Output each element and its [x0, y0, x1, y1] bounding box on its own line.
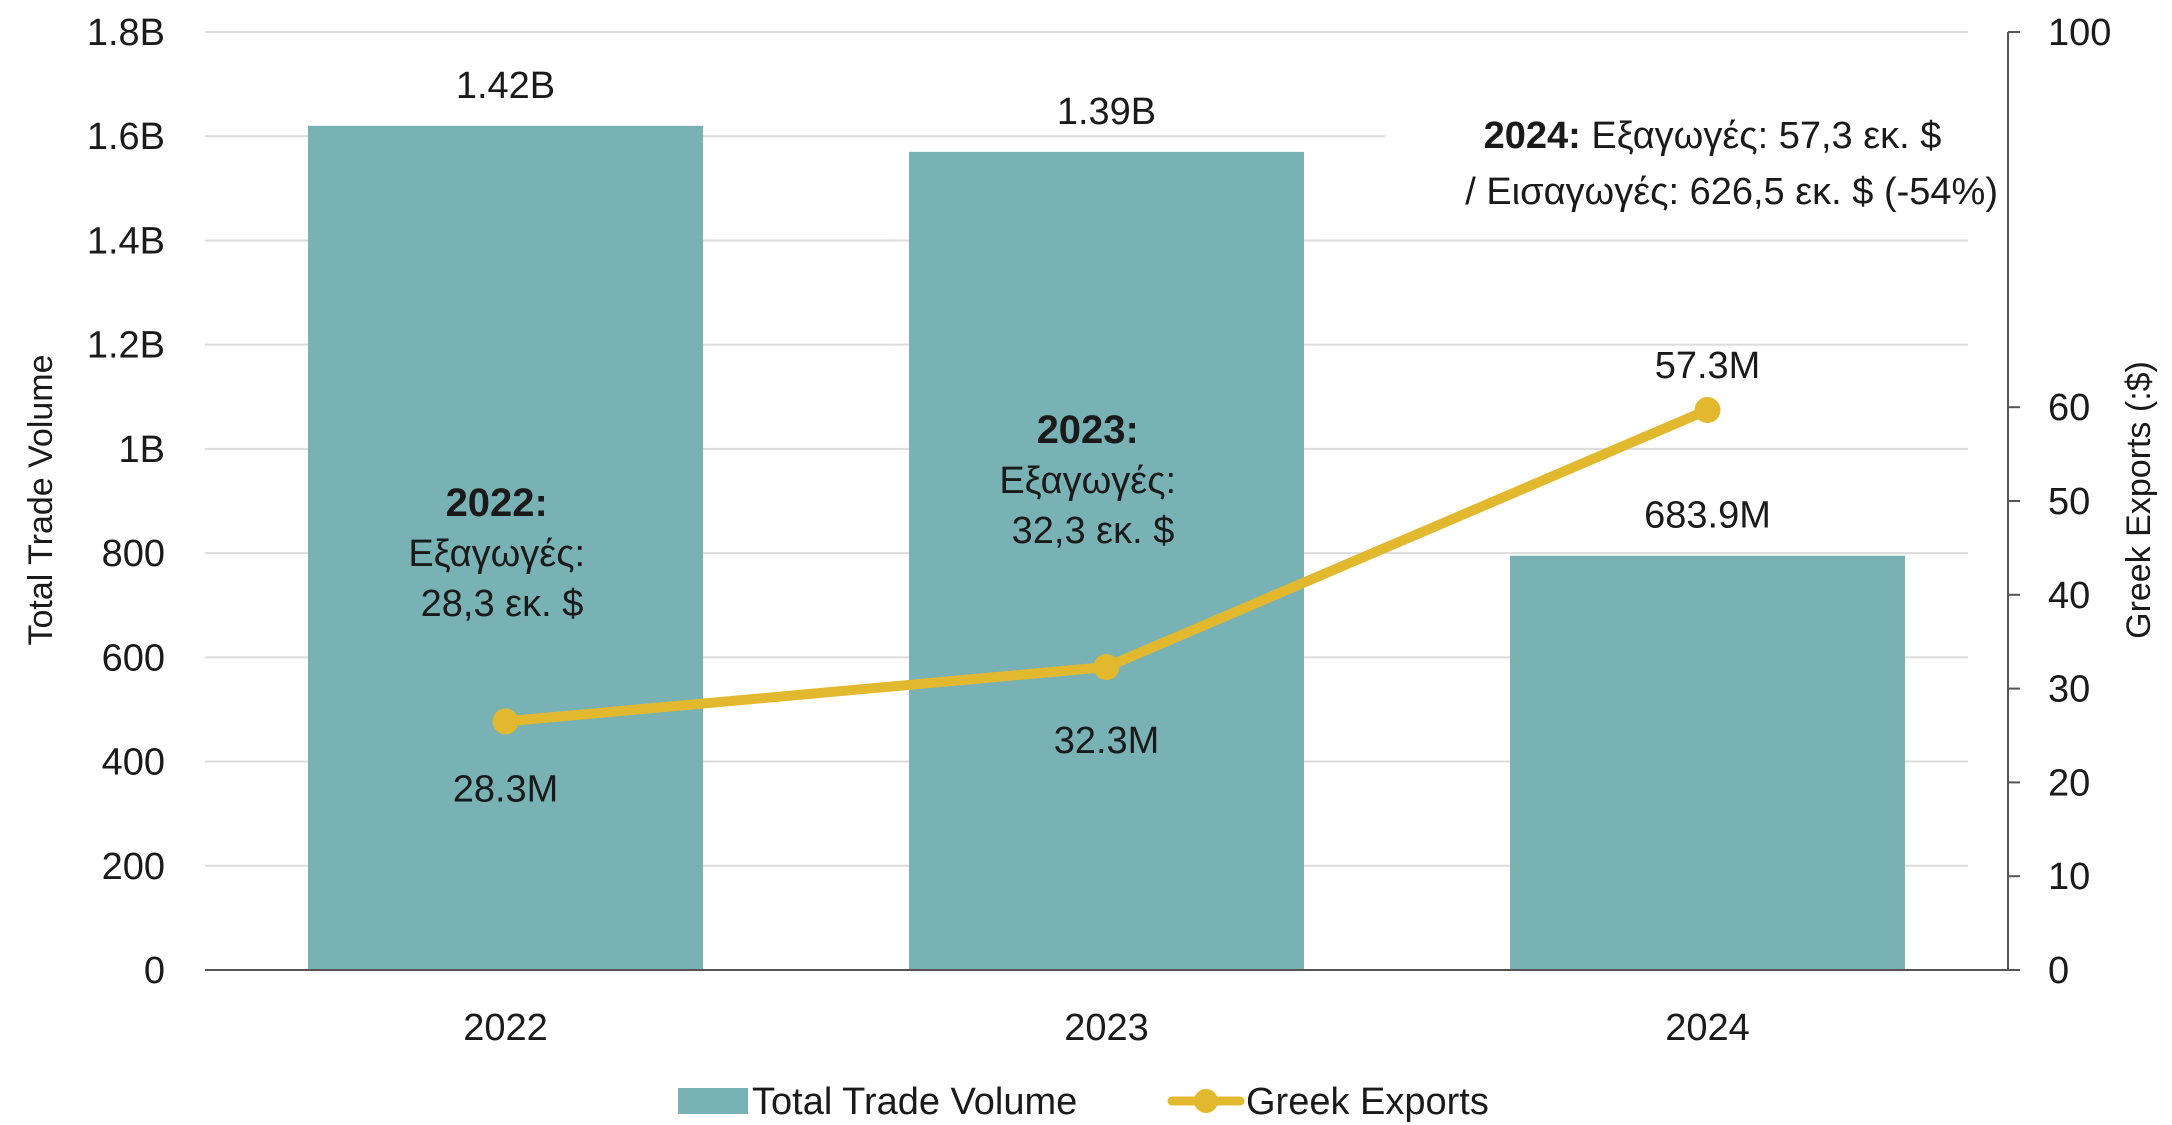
x-tick-label: 2023: [1064, 1007, 1149, 1049]
y-left-tick-label: 400: [102, 742, 165, 784]
line-value-label: 32.3M: [1054, 720, 1160, 762]
legend-swatch-total-trade-volume: [678, 1088, 748, 1114]
y-right-tick-label: 40: [2048, 575, 2090, 617]
y-left-tick-label: 800: [102, 533, 165, 575]
bar-value-label: 683.9M: [1644, 495, 1771, 537]
y-right-tick-label: 30: [2048, 669, 2090, 711]
x-tick-label: 2024: [1665, 1007, 1750, 1049]
y-right-tick-label: 60: [2048, 387, 2090, 429]
y-left-tick-label: 1.2B: [87, 325, 165, 367]
annotation-2023: 2023: Εξαγωγές: 32,3 εκ. $: [999, 408, 1186, 552]
y-left-tick-label: 1B: [119, 429, 165, 471]
bar-2023: [909, 151, 1304, 970]
y-left-tick-label: 600: [102, 637, 165, 679]
y-right-axis-title: Greek Exports (:$): [2120, 361, 2158, 639]
y-left-tick-label: 0: [144, 950, 165, 992]
greek-exports-point-2022: [492, 708, 519, 735]
greek-exports-point-2024: [1694, 397, 1721, 424]
annotation-2024-backdrop: [1385, 108, 2000, 218]
y-right-tick-label: 50: [2048, 481, 2090, 523]
y-right-tick-label: 20: [2048, 762, 2090, 804]
line-value-label: 28.3M: [453, 768, 559, 810]
y-right-tick-label: 100: [2048, 12, 2111, 54]
bar-value-label: 1.39B: [1057, 91, 1156, 133]
legend-swatch-greek-exports-marker: [1194, 1089, 1218, 1113]
x-tick-label: 2022: [463, 1007, 548, 1049]
annotation-2024: 2024: Εξαγωγές: 57,3 εκ. $ / Εισαγωγές: …: [1465, 115, 1998, 213]
legend-label-greek-exports: Greek Exports: [1246, 1081, 1489, 1123]
y-left-tick-label: 1.4B: [87, 220, 165, 262]
bar-2022: [308, 125, 703, 971]
axes: Total Trade Volume Greek Exports (:$) 0 2…: [22, 12, 2158, 1049]
annotations: 2022: Εξαγωγές: 28,3 εκ. $ 2023: Εξαγωγέ…: [408, 108, 2000, 625]
bar-2024: [1510, 555, 1905, 970]
y-left-axis-title: Total Trade Volume: [22, 354, 60, 645]
y-left-tick-label: 1.6B: [87, 116, 165, 158]
data-labels: 1.42B 1.39B 683.9M 28.3M 32.3M 57.3M: [453, 65, 1771, 811]
greek-exports-point-2023: [1093, 654, 1120, 681]
y-left-tick-label: 1.8B: [87, 12, 165, 54]
y-left-tick-label: 200: [102, 846, 165, 888]
line-value-label: 57.3M: [1655, 345, 1761, 387]
bar-value-label: 1.42B: [456, 65, 555, 107]
legend: Total Trade Volume Greek Exports: [678, 1081, 1489, 1123]
y-right-tick-label: 10: [2048, 856, 2090, 898]
bar-series: [308, 125, 1905, 971]
line-series: [492, 397, 1721, 735]
annotation-2022: 2022: Εξαγωγές: 28,3 εκ. $: [408, 481, 595, 625]
legend-label-total-trade-volume: Total Trade Volume: [752, 1081, 1077, 1123]
y-right-tick-label: 0: [2048, 950, 2069, 992]
